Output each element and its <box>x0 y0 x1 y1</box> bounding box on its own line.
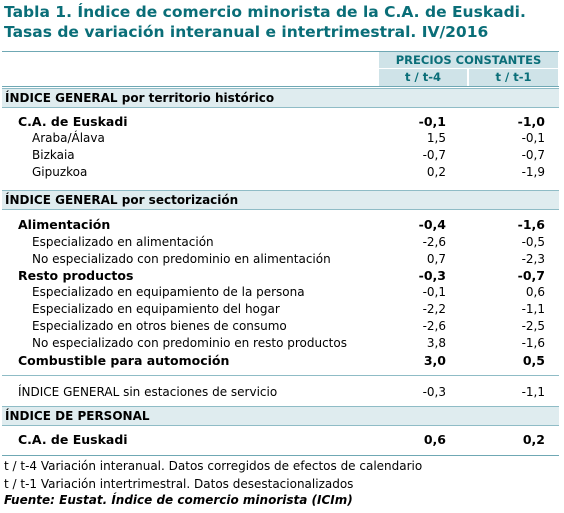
row-label: Bizkaia <box>32 148 75 162</box>
row-value-t4: -0,4 <box>418 217 446 232</box>
row-value-t1: -1,1 <box>521 385 545 399</box>
row-value-t1: -0,7 <box>521 148 545 162</box>
title-line-1: Tabla 1. Índice de comercio minorista de… <box>4 3 526 21</box>
row-value-t4: 3,0 <box>423 353 446 368</box>
row-label: Resto productos <box>18 268 134 283</box>
row-label: Especializado en alimentación <box>32 235 214 249</box>
header-precios-constantes: PRECIOS CONSTANTES <box>379 52 558 69</box>
row-label: Especializado en equipamiento de la pers… <box>32 285 305 299</box>
note-intertrimestral: t / t-1 Variación intertrimestral. Datos… <box>4 477 354 491</box>
table-row: Especializado en otros bienes de consumo… <box>2 318 559 335</box>
table-row: Especializado en alimentación -2,6 -0,5 <box>2 234 559 251</box>
row-value-t1: -2,3 <box>521 252 545 266</box>
row-label: Alimentación <box>18 217 111 232</box>
row-label: Especializado en equipamiento del hogar <box>32 302 280 316</box>
table-row: Especializado en equipamiento de la pers… <box>2 284 559 301</box>
row-value-t4: 0,7 <box>426 252 446 266</box>
table-row: Bizkaia -0,7 -0,7 <box>2 147 559 164</box>
table-row: Araba/Álava 1,5 -0,1 <box>2 130 559 147</box>
row-value-t4: 3,8 <box>426 336 446 350</box>
row-label: Araba/Álava <box>32 131 105 145</box>
table-row: C.A. de Euskadi -0,1 -1,0 <box>2 113 559 130</box>
row-label: ÍNDICE GENERAL sin estaciones de servici… <box>18 385 278 399</box>
row-value-t1: -0,5 <box>521 235 545 249</box>
row-label: No especializado con predominio en alime… <box>32 252 331 266</box>
row-value-t1: -0,7 <box>517 268 545 283</box>
table-row: No especializado con predominio en alime… <box>2 251 559 268</box>
section-sectorizacion: ÍNDICE GENERAL por sectorización <box>2 190 559 210</box>
table-title: Tabla 1. Índice de comercio minorista de… <box>4 2 560 42</box>
section-sectorizacion-label: ÍNDICE GENERAL por sectorización <box>5 193 239 207</box>
row-value-t1: -0,1 <box>521 131 545 145</box>
row-value-t4: -0,7 <box>422 148 446 162</box>
header-col-intertrimestral: t / t-1 <box>469 69 558 86</box>
row-value-t4: 0,2 <box>426 165 446 179</box>
row-value-t4: -2,2 <box>422 302 446 316</box>
header-separator <box>2 86 559 87</box>
source-note: Fuente: Eustat. Índice de comercio minor… <box>4 493 353 507</box>
row-value-t4: -2,6 <box>422 319 446 333</box>
note-interanual: t / t-4 Variación interanual. Datos corr… <box>4 459 423 473</box>
row-value-t1: -1,9 <box>521 165 545 179</box>
table-row: ÍNDICE GENERAL sin estaciones de servici… <box>2 384 559 401</box>
table-row: Resto productos -0,3 -0,7 <box>2 267 559 284</box>
row-label: No especializado con predominio en resto… <box>32 336 347 350</box>
table-row: Especializado en equipamiento del hogar … <box>2 301 559 318</box>
row-value-t4: -2,6 <box>422 235 446 249</box>
row-separator <box>2 375 559 376</box>
row-value-t1: -2,5 <box>521 319 545 333</box>
table-frame <box>2 51 559 456</box>
row-value-t1: 0,2 <box>522 432 545 447</box>
row-value-t4: -0,1 <box>418 114 446 129</box>
row-value-t4: 1,5 <box>426 131 446 145</box>
header-col-interanual: t / t-4 <box>379 69 467 86</box>
row-label: Gipuzkoa <box>32 165 88 179</box>
section-territorio-label: ÍNDICE GENERAL por territorio histórico <box>5 91 275 105</box>
section-personal: ÍNDICE DE PERSONAL <box>2 406 559 426</box>
row-label: Especializado en otros bienes de consumo <box>32 319 287 333</box>
row-value-t1: -1,0 <box>517 114 545 129</box>
row-value-t1: -1,6 <box>521 336 545 350</box>
title-line-2: Tasas de variación interanual e intertri… <box>4 23 489 41</box>
row-value-t4: 0,6 <box>423 432 446 447</box>
row-value-t4: -0,3 <box>422 385 446 399</box>
row-label: C.A. de Euskadi <box>18 114 128 129</box>
row-value-t1: -1,6 <box>517 217 545 232</box>
row-value-t1: 0,6 <box>525 285 545 299</box>
row-value-t4: -0,3 <box>418 268 446 283</box>
table-row: Combustible para automoción 3,0 0,5 <box>2 352 559 369</box>
section-territorio: ÍNDICE GENERAL por territorio histórico <box>2 88 559 108</box>
row-label: Combustible para automoción <box>18 353 230 368</box>
table-row: No especializado con predominio en resto… <box>2 335 559 352</box>
row-value-t1: -1,1 <box>521 302 545 316</box>
section-personal-label: ÍNDICE DE PERSONAL <box>5 409 150 423</box>
row-value-t4: -0,1 <box>422 285 446 299</box>
table-row: Alimentación -0,4 -1,6 <box>2 216 559 233</box>
row-value-t1: 0,5 <box>522 353 545 368</box>
table-row: Gipuzkoa 0,2 -1,9 <box>2 164 559 181</box>
table-row: C.A. de Euskadi 0,6 0,2 <box>2 431 559 448</box>
row-label: C.A. de Euskadi <box>18 432 128 447</box>
